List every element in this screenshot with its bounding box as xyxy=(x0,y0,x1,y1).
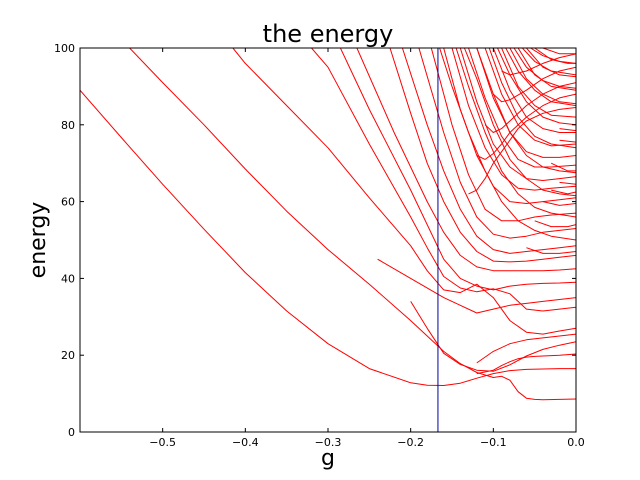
series-line-40 xyxy=(484,82,576,133)
series-line-33 xyxy=(497,48,576,126)
series-layer xyxy=(80,48,576,432)
series-line-45 xyxy=(542,201,576,206)
series-line-46 xyxy=(551,189,576,195)
series-line-35 xyxy=(513,48,576,89)
series-line-17 xyxy=(459,48,576,181)
series-line-8 xyxy=(311,48,576,312)
series-line-36 xyxy=(521,48,576,76)
x-tick-label: −0.3 xyxy=(315,436,342,449)
series-line-48 xyxy=(550,162,576,172)
series-line-21 xyxy=(492,48,576,133)
series-line-7 xyxy=(377,258,576,314)
x-tick-label: 0.0 xyxy=(567,436,585,449)
series-line-28 xyxy=(439,48,576,241)
y-tick-label: 80 xyxy=(61,119,75,132)
series-line-41 xyxy=(492,66,576,103)
x-axis-label: g xyxy=(321,446,335,471)
series-line-50 xyxy=(559,128,576,132)
y-tick-label: 20 xyxy=(61,349,75,362)
y-tick-label: 0 xyxy=(68,426,75,439)
series-line-43 xyxy=(526,247,576,254)
x-tick-label: −0.1 xyxy=(480,436,507,449)
series-line-2 xyxy=(129,48,576,401)
series-line-38 xyxy=(468,107,576,195)
series-line-11 xyxy=(389,48,576,263)
series-line-39 xyxy=(476,93,576,160)
series-line-0 xyxy=(80,89,576,386)
series-line-34 xyxy=(505,48,576,107)
series-line-47 xyxy=(559,181,576,185)
series-line-22 xyxy=(501,48,576,118)
series-line-9 xyxy=(339,48,576,291)
series-line-14 xyxy=(430,48,576,222)
y-tick-label: 60 xyxy=(61,196,75,209)
y-tick-label: 40 xyxy=(61,272,75,285)
x-tick-label: −0.4 xyxy=(232,436,259,449)
chart-title: the energy xyxy=(263,20,394,48)
y-tick-label: 100 xyxy=(54,42,75,55)
series-line-42 xyxy=(501,53,576,76)
series-line-5 xyxy=(476,333,576,364)
series-line-19 xyxy=(476,48,576,158)
x-tick-label: −0.5 xyxy=(149,436,176,449)
x-tick-label: −0.2 xyxy=(397,436,424,449)
series-line-10 xyxy=(356,48,576,272)
series-line-49 xyxy=(559,139,576,143)
series-line-37 xyxy=(530,48,576,64)
series-line-29 xyxy=(455,48,576,218)
plot-frame xyxy=(79,47,577,433)
series-line-6 xyxy=(232,48,576,335)
series-line-16 xyxy=(451,48,576,191)
series-line-32 xyxy=(488,48,576,149)
series-line-30 xyxy=(463,48,576,197)
series-line-44 xyxy=(534,220,576,228)
series-line-27 xyxy=(542,48,576,55)
series-line-18 xyxy=(468,48,576,168)
y-axis-label: energy xyxy=(26,202,51,279)
series-line-20 xyxy=(484,48,576,147)
series-line-13 xyxy=(418,48,576,239)
